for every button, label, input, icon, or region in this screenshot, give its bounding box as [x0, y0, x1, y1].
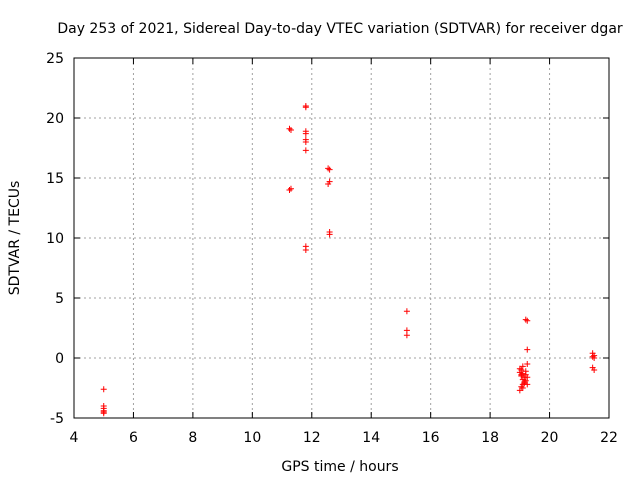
data-point — [524, 346, 531, 353]
x-tick-label: 12 — [303, 430, 321, 446]
data-point — [302, 104, 309, 111]
data-point — [403, 332, 410, 339]
y-tick-label: 15 — [46, 171, 64, 187]
data-points — [100, 103, 598, 417]
y-tick-label: 0 — [55, 351, 64, 367]
data-point — [286, 187, 293, 193]
data-point — [519, 385, 526, 391]
x-tick-label: 6 — [129, 430, 138, 446]
x-tick-label: 10 — [243, 430, 261, 446]
data-point — [591, 367, 598, 373]
data-point — [519, 363, 526, 370]
x-axis-label: GPS time / hours — [281, 459, 398, 475]
data-point — [326, 231, 333, 238]
grid — [74, 58, 609, 418]
data-point — [589, 353, 596, 360]
data-point — [403, 308, 410, 315]
y-tick-label: 5 — [55, 291, 64, 307]
data-point — [518, 371, 525, 378]
x-tick-label: 20 — [541, 430, 559, 446]
data-point — [287, 185, 294, 192]
x-tick-label: 14 — [362, 430, 380, 446]
data-point — [287, 127, 294, 133]
data-point — [326, 166, 333, 173]
data-point — [100, 407, 107, 414]
data-point — [522, 368, 529, 375]
data-point — [100, 386, 107, 393]
x-tick-label: 22 — [600, 430, 618, 446]
data-point — [325, 181, 332, 187]
data-point — [524, 361, 531, 367]
data-point — [591, 352, 598, 359]
x-tick-label: 8 — [188, 430, 197, 446]
data-point — [302, 147, 309, 154]
y-tick-label: 20 — [46, 111, 64, 127]
chart-title: Day 253 of 2021, Sidereal Day-to-day VTE… — [57, 21, 623, 37]
data-point — [522, 377, 529, 384]
y-tick-label: 25 — [46, 51, 64, 67]
data-point — [524, 317, 531, 324]
data-point — [522, 316, 529, 323]
x-tick-label: 18 — [481, 430, 499, 446]
data-point — [286, 125, 293, 132]
data-point — [524, 374, 531, 381]
data-point — [524, 381, 531, 388]
data-point — [302, 247, 309, 253]
x-tick-label: 16 — [422, 430, 440, 446]
y-tick-label: -5 — [50, 411, 64, 427]
data-point — [518, 383, 525, 390]
axis-ticks: 4 6 8 10 12 14 16 18 20 22 -5 0 5 10 15 20 25 — [46, 51, 618, 446]
data-point — [302, 139, 309, 145]
data-point — [302, 130, 309, 137]
x-tick-label: 4 — [70, 430, 79, 446]
y-tick-label: 10 — [46, 231, 64, 247]
y-axis-label: SDTVAR / TECUs — [7, 181, 23, 296]
data-point — [325, 165, 332, 172]
